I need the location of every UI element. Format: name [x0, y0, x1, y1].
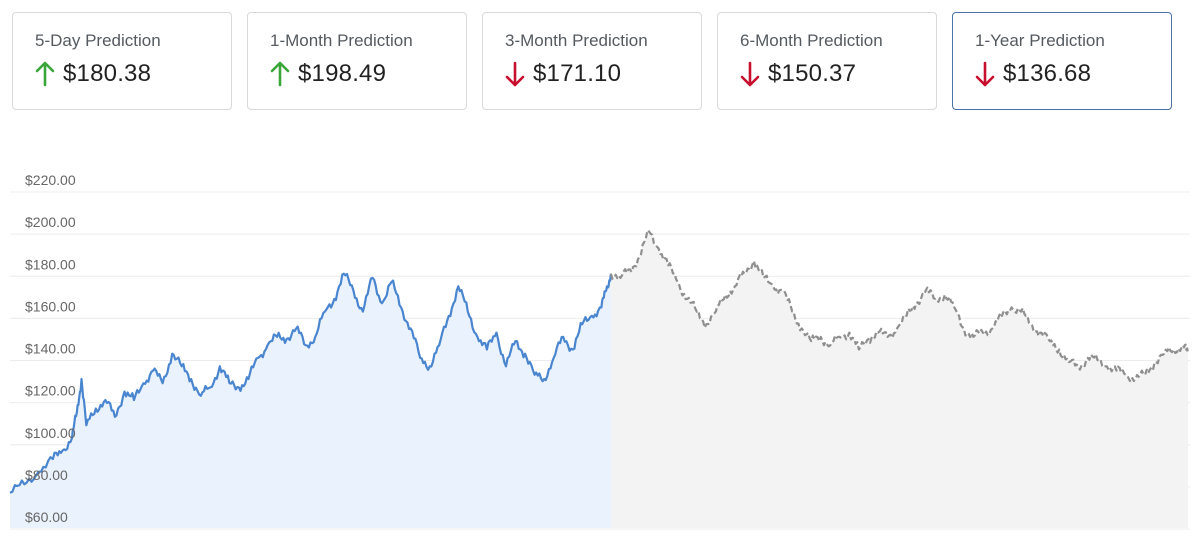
prediction-value: $171.10 — [533, 60, 622, 87]
arrow-down-icon — [740, 60, 760, 88]
forecast-line — [609, 229, 1190, 383]
y-tick-label: $80.00 — [25, 467, 68, 483]
y-tick-label: $60.00 — [25, 509, 68, 525]
prediction-card-5-day[interactable]: 5-Day Prediction $180.38 — [12, 12, 232, 110]
history-area — [10, 273, 611, 528]
prediction-label: 3-Month Prediction — [505, 31, 648, 50]
arrow-up-icon — [35, 60, 55, 88]
prediction-card-3-month[interactable]: 3-Month Prediction $171.10 — [482, 12, 702, 110]
y-tick-label: $140.00 — [25, 341, 76, 357]
prediction-value-row: $180.38 — [35, 60, 231, 88]
prediction-value-row: $171.10 — [505, 60, 701, 88]
prediction-value: $136.68 — [1003, 60, 1092, 87]
y-tick-label: $100.00 — [25, 425, 76, 441]
prediction-value: $150.37 — [768, 60, 857, 87]
forecast-area — [610, 230, 1188, 528]
prediction-card-1-month[interactable]: 1-Month Prediction $198.49 — [247, 12, 467, 110]
prediction-value-row: $150.37 — [740, 60, 936, 88]
arrow-down-icon — [975, 60, 995, 88]
y-tick-label: $160.00 — [25, 298, 76, 314]
prediction-value: $180.38 — [63, 60, 152, 87]
history-line — [9, 272, 612, 494]
arrow-down-icon — [505, 60, 525, 88]
prediction-value-row: $198.49 — [270, 60, 466, 88]
prediction-label: 6-Month Prediction — [740, 31, 883, 50]
y-tick-label: $120.00 — [25, 383, 76, 399]
y-tick-label: $180.00 — [25, 256, 76, 272]
y-tick-label: $200.00 — [25, 214, 76, 230]
prediction-cards: 5-Day Prediction $180.38 1-Month Predict… — [12, 12, 1172, 110]
chart-lines — [9, 229, 1190, 494]
prediction-label: 5-Day Prediction — [35, 31, 161, 50]
y-tick-label: $220.00 — [25, 172, 76, 188]
y-axis-ticks: $60.00 $80.00 $100.00 $120.00 $140.00 $160.00… — [25, 172, 76, 525]
prediction-label: 1-Month Prediction — [270, 31, 413, 50]
prediction-label: 1-Year Prediction — [975, 31, 1105, 50]
chart-areas — [10, 230, 1188, 528]
prediction-card-6-month[interactable]: 6-Month Prediction $150.37 — [717, 12, 937, 110]
prediction-value: $198.49 — [298, 60, 387, 87]
prediction-value-row: $136.68 — [975, 60, 1171, 88]
arrow-up-icon — [270, 60, 290, 88]
prediction-card-1-year[interactable]: 1-Year Prediction $136.68 — [952, 12, 1172, 110]
price-chart[interactable]: $60.00 $80.00 $100.00 $120.00 $140.00 $160.00… — [0, 150, 1200, 536]
